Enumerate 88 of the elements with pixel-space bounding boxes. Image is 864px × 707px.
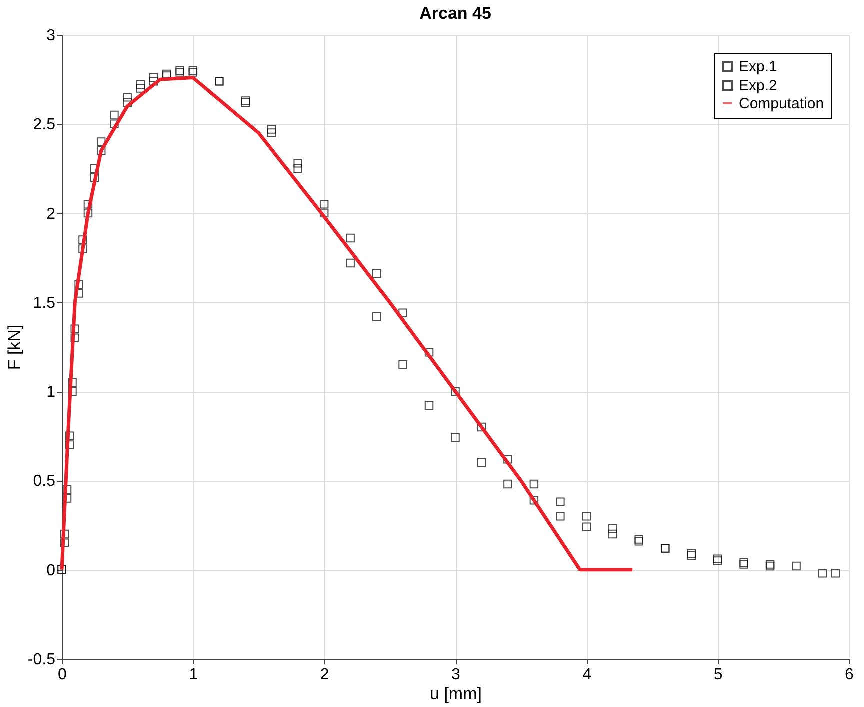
point	[110, 120, 119, 129]
point	[90, 173, 100, 182]
point	[188, 68, 198, 77]
point	[687, 549, 696, 558]
point	[556, 498, 565, 506]
x-tick-label: 2	[320, 666, 330, 684]
y-tick-label: -0.5	[28, 652, 56, 668]
point	[294, 158, 302, 168]
point	[608, 530, 618, 539]
y-axis-title: F [kN]	[4, 324, 24, 370]
point	[792, 562, 801, 571]
point	[608, 524, 618, 534]
x-tick-label: 0	[58, 666, 68, 684]
point	[451, 387, 460, 396]
point	[70, 324, 80, 334]
point	[176, 66, 184, 76]
point	[818, 569, 828, 578]
point	[136, 84, 146, 93]
point	[70, 334, 80, 342]
point	[582, 522, 592, 532]
point	[372, 312, 382, 322]
x-tick-label: 6	[845, 666, 854, 684]
point	[687, 551, 696, 560]
point	[110, 110, 119, 120]
point	[451, 434, 460, 442]
y-tick-label: 0.5	[33, 473, 56, 490]
point	[65, 432, 74, 441]
point	[740, 560, 748, 569]
y-tick-label: 2	[46, 206, 56, 223]
point	[634, 535, 644, 544]
point	[267, 125, 276, 134]
point	[267, 128, 276, 138]
point	[62, 485, 72, 494]
point	[766, 562, 775, 571]
point	[136, 80, 146, 90]
legend-label: Exp.2	[739, 78, 778, 94]
point	[832, 569, 840, 578]
point	[84, 208, 93, 218]
point	[176, 68, 184, 77]
point	[123, 98, 132, 108]
point	[96, 146, 106, 156]
point	[713, 554, 722, 564]
point	[74, 280, 84, 289]
point	[556, 512, 565, 521]
point	[424, 348, 434, 357]
point	[530, 480, 539, 489]
x-tick-label: 1	[189, 666, 198, 684]
point	[530, 496, 539, 505]
point	[68, 387, 77, 396]
x-tick-label: 4	[582, 666, 592, 684]
x-tick-label: 3	[452, 666, 461, 684]
point	[188, 66, 198, 76]
point	[78, 244, 88, 254]
legend-label: Exp.1	[739, 58, 778, 76]
point	[346, 258, 355, 268]
point	[294, 164, 302, 174]
point	[78, 236, 88, 244]
x-axis-title: u [mm]	[430, 684, 482, 704]
point	[504, 454, 512, 464]
y-tick-label: 1	[46, 384, 56, 402]
y-tick-label: 3	[46, 28, 56, 44]
point	[62, 494, 72, 503]
legend-label: Computation	[739, 96, 824, 112]
point	[241, 96, 250, 106]
point	[477, 458, 486, 468]
point	[123, 93, 132, 102]
point	[713, 556, 722, 566]
point	[60, 538, 69, 548]
point	[372, 270, 382, 278]
point	[740, 558, 748, 568]
point	[424, 401, 434, 410]
point	[320, 200, 329, 209]
point	[634, 536, 644, 546]
point	[504, 480, 512, 489]
point	[320, 208, 329, 218]
x-tick-label: 5	[714, 666, 723, 684]
point	[766, 560, 775, 569]
y-tick-label: 1.5	[33, 294, 56, 312]
point	[241, 98, 250, 108]
point	[346, 234, 355, 243]
y-tick-label: 2.5	[33, 116, 56, 134]
point	[398, 360, 408, 370]
point	[68, 378, 77, 388]
point	[582, 512, 592, 521]
chart-title: Arcan 45	[420, 4, 492, 23]
point	[60, 530, 69, 539]
point	[65, 440, 74, 450]
y-tick-label: 0	[46, 562, 56, 580]
